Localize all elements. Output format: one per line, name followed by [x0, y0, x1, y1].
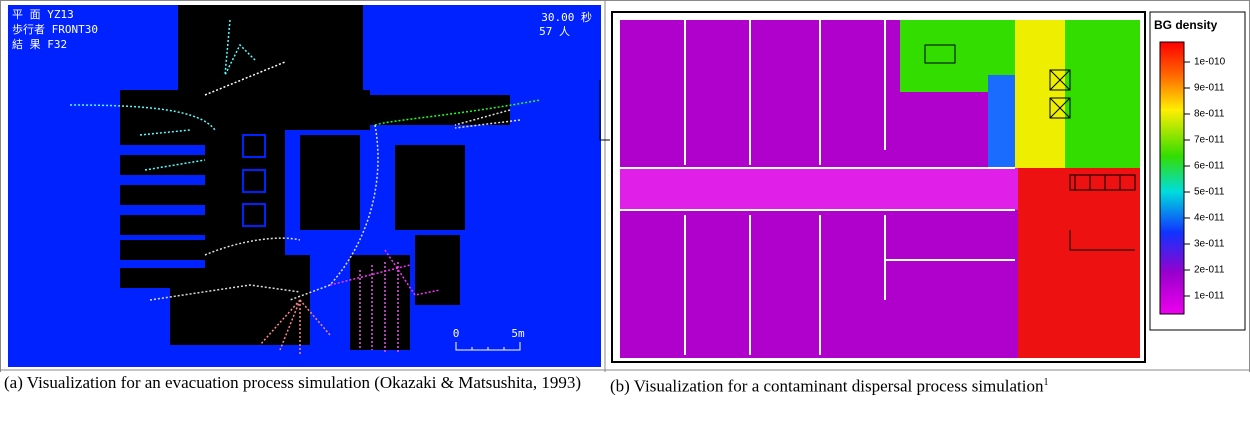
legend-tick-label: 5e-011	[1194, 187, 1225, 198]
evacuation-image: 平 面 YZ13 歩行者 FRONT30 結 果 F32 30.00 秒 57 …	[8, 5, 601, 367]
figure: 平 面 YZ13 歩行者 FRONT30 結 果 F32 30.00 秒 57 …	[0, 0, 1250, 372]
people-label: 57 人	[539, 25, 570, 38]
legend-tick-label: 6e-011	[1194, 161, 1225, 172]
pedestrian-label: 歩行者 FRONT30	[12, 22, 98, 36]
caption-b-text: (b) Visualization for a contaminant disp…	[610, 376, 1044, 396]
plan-label: 平 面 YZ13	[12, 8, 74, 21]
legend-tick-label: 2e-011	[1194, 265, 1225, 276]
legend-tick-label: 1e-011	[1194, 291, 1225, 302]
legend-tick-label: 4e-011	[1194, 213, 1225, 224]
legend-tick-label: 9e-011	[1194, 83, 1225, 94]
scale-zero: 0	[453, 327, 460, 340]
time-label: 30.00 秒	[541, 10, 592, 24]
footnote-marker: 1	[1043, 377, 1049, 388]
legend-tick-label: 3e-011	[1194, 239, 1225, 250]
legend-tick-label: 1e-010	[1194, 57, 1226, 68]
result-label: 結 果 F32	[12, 37, 67, 51]
legend-tick-label: 8e-011	[1194, 109, 1225, 120]
legend-tick-label: 7e-011	[1194, 135, 1225, 146]
legend-title: BG density	[1154, 18, 1218, 32]
dispersal-image: BG density 1e-010 9e-011 8e-011 7e-011 6e-01…	[599, 11, 1246, 363]
caption-a: (a) Visualization for an evacuation proc…	[4, 373, 581, 392]
scale-length: 5m	[511, 327, 525, 340]
caption-b: (b) Visualization for a contaminant disp…	[610, 372, 1246, 398]
